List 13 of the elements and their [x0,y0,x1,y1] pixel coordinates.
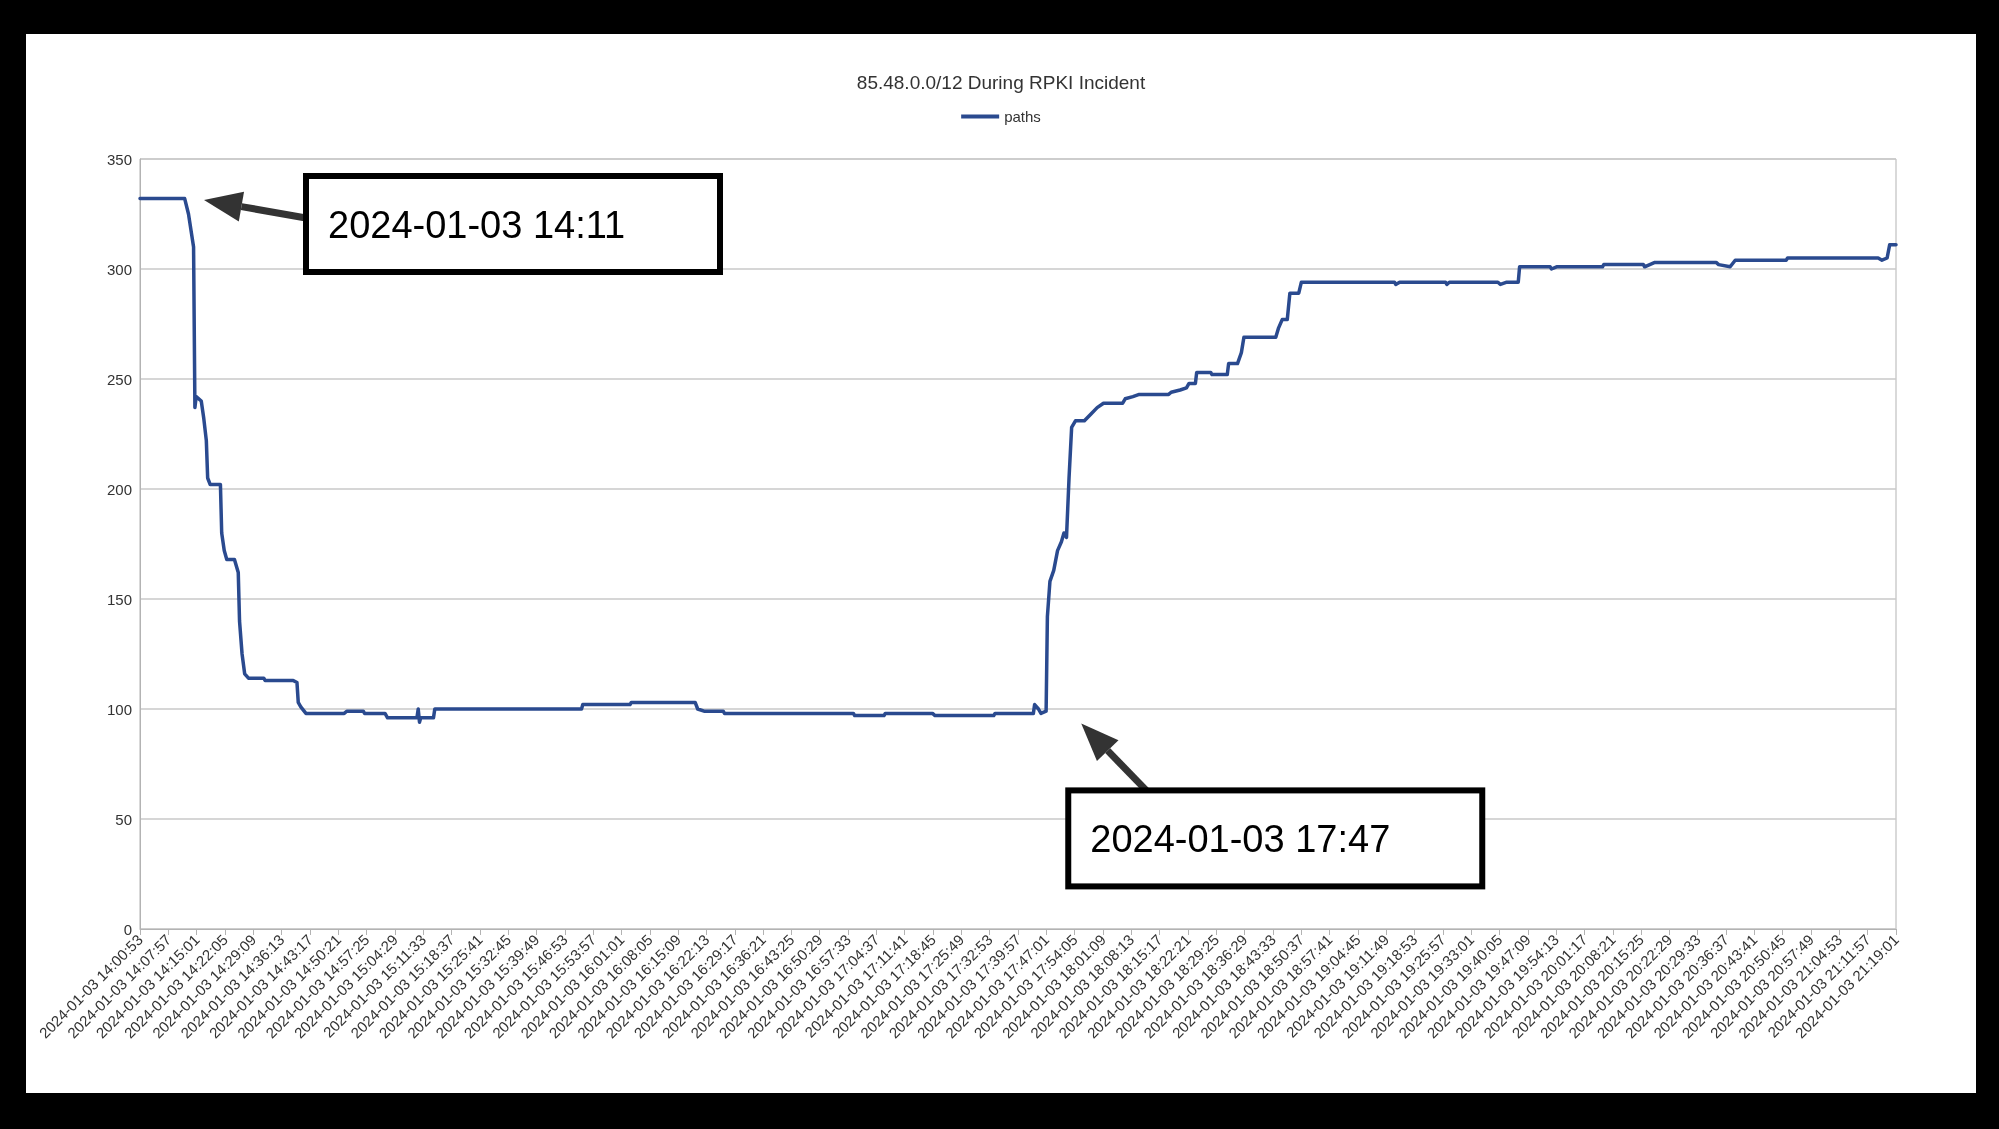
legend-label: paths [1004,108,1041,125]
chart-title: 85.48.0.0/12 During RPKI Incident [856,72,1146,93]
annotation: 2024-01-03 14:11 [328,204,626,246]
y-tick-label: 100 [106,700,132,718]
y-tick-label: 150 [106,590,132,608]
y-tick-label: 200 [106,480,132,498]
y-tick-label: 250 [106,370,132,388]
y-tick-label: 350 [106,150,132,168]
y-tick-label: 50 [115,810,132,828]
y-tick-label: 0 [123,920,132,938]
line-series [138,196,1898,724]
annotation: 2024-01-03 17:47 [1090,818,1391,861]
y-tick-label: 300 [106,260,132,278]
